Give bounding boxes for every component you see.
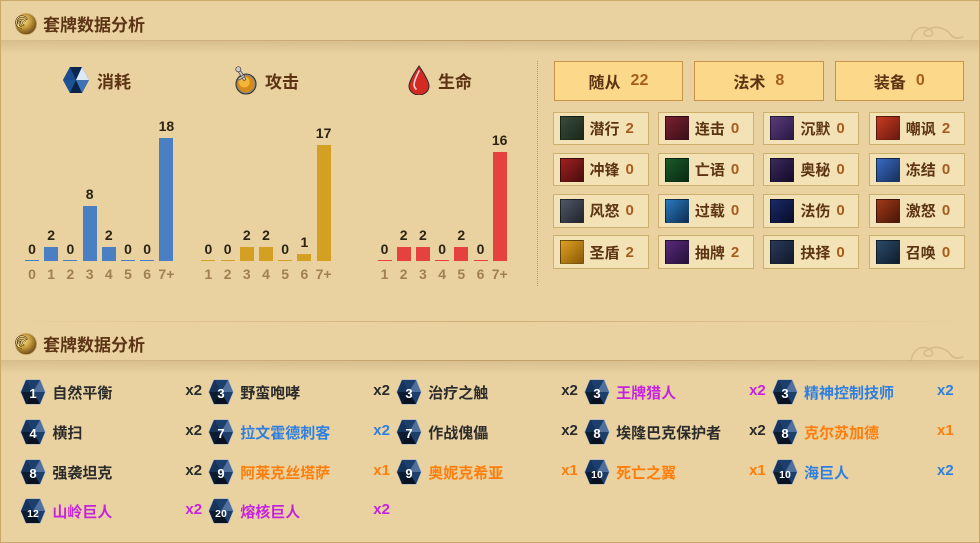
svg-text:10: 10	[779, 469, 791, 481]
svg-text:3: 3	[406, 386, 413, 401]
svg-text:4: 4	[30, 426, 38, 441]
svg-text:3: 3	[593, 386, 600, 401]
svg-text:9: 9	[406, 466, 413, 481]
svg-text:20: 20	[215, 508, 227, 520]
svg-text:3: 3	[218, 386, 225, 401]
svg-text:9: 9	[218, 466, 225, 481]
svg-text:3: 3	[781, 386, 788, 401]
svg-text:12: 12	[28, 508, 40, 520]
svg-text:7: 7	[406, 426, 413, 441]
svg-text:8: 8	[593, 426, 600, 441]
svg-text:8: 8	[30, 466, 37, 481]
svg-text:1: 1	[30, 386, 37, 401]
svg-text:10: 10	[591, 469, 603, 481]
svg-text:7: 7	[218, 426, 225, 441]
svg-text:8: 8	[781, 426, 788, 441]
